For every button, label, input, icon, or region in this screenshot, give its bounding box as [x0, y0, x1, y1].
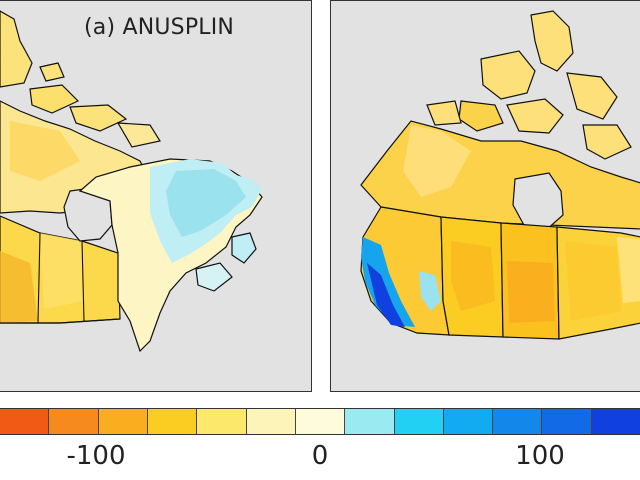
colorbar-tick-label: 0 — [311, 441, 329, 471]
colorbar-swatch — [97, 409, 147, 434]
colorbar-swatch — [344, 409, 394, 434]
bc-coast-blue — [361, 237, 415, 327]
colorbar-swatch — [393, 409, 443, 434]
arctic-islands — [0, 10, 33, 88]
colorbar-swatch — [442, 409, 493, 434]
colorbar-tick-label: -100 — [66, 441, 126, 471]
colorbar-swatch — [146, 409, 197, 434]
colorbar-swatch — [590, 409, 640, 434]
colorbar-tick-label: 100 — [515, 441, 565, 471]
canada-map-b — [360, 10, 640, 340]
colorbar-swatch — [48, 409, 98, 434]
colorbar-swatch — [541, 409, 591, 434]
panel-title-anusplin: (a) ANUSPLIN — [84, 15, 235, 40]
map-panel-anusplin: (a) ANUSPLIN — [0, 0, 312, 392]
colorbar-swatch — [0, 409, 49, 434]
canada-map-anusplin — [0, 10, 263, 353]
arctic-islands — [530, 10, 574, 72]
colorbar-swatch — [196, 409, 246, 434]
colorbar-swatch — [492, 409, 542, 434]
colorbar-swatch — [245, 409, 295, 434]
hudson-bay — [512, 172, 564, 232]
colorbar — [0, 408, 640, 435]
colorbar-swatch — [294, 409, 345, 434]
map-panel-b — [330, 0, 640, 392]
